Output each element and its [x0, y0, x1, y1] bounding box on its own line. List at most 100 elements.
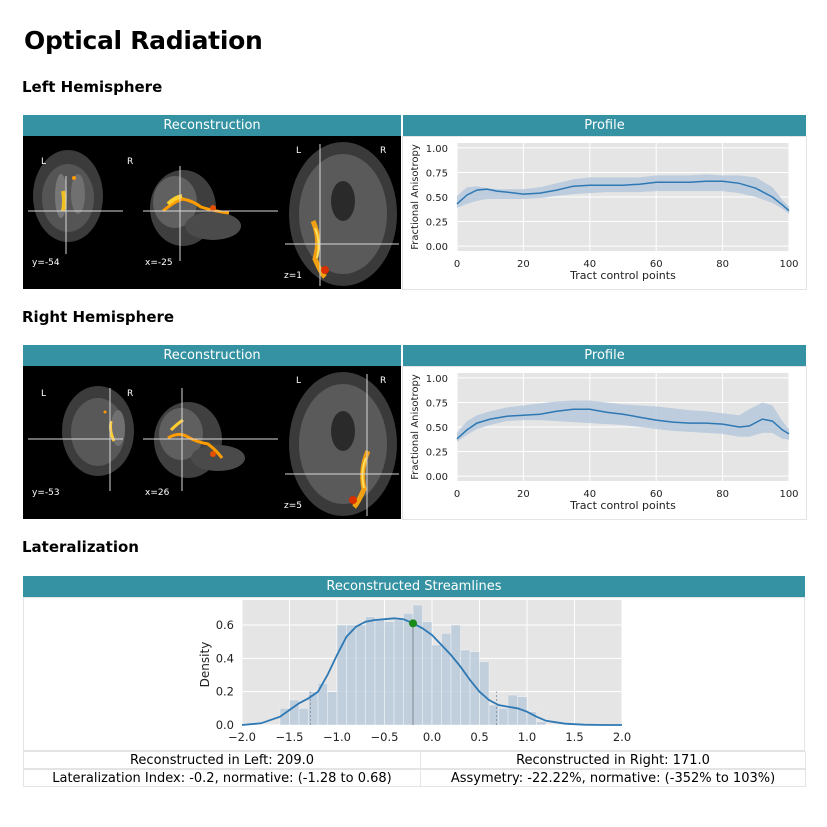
left-profile-mean-line	[456, 180, 790, 212]
density-y-tick-label: 0.6	[216, 618, 234, 632]
right-axial-l-label: L	[296, 376, 302, 386]
reconstructed-left-cell: Reconstructed in Left: 209.0	[23, 751, 421, 769]
right-profile-y-tick-label: 0.25	[426, 448, 448, 459]
density-x-tick-label: 1.0	[518, 730, 536, 744]
right-profile-panel: 0 20 40 60 80 100 0.00 0.25 0.50 0.75 1.00 Tract co…	[402, 366, 807, 520]
left-profile-y-tick-label: 0.75	[426, 168, 448, 179]
left-profile-x-tick-label: 80	[716, 259, 729, 270]
left-profile-panel: 0 20 40 60 80 100 0.00 0.25 0.50 0.75 1.00 Tract co…	[402, 136, 807, 290]
left-profile-y-axis-label: Fractional Anisotropy	[410, 144, 421, 250]
left-profile-y-tick-label: 0.00	[426, 242, 448, 253]
right-brain-image	[28, 372, 399, 516]
right-profile-x-tick-label: 80	[716, 489, 729, 500]
left-coronal-r-label: R	[127, 157, 134, 167]
density-hist-bar	[374, 619, 385, 726]
right-coronal-l-label: L	[41, 389, 47, 399]
left-profile-confidence-band	[457, 174, 789, 214]
right-profile-x-tick-label: 100	[779, 489, 798, 500]
left-profile-x-tick-label: 100	[779, 259, 798, 270]
density-y-tick-label: 0.4	[216, 651, 234, 665]
density-y-tick-label: 0.2	[216, 685, 234, 699]
right-profile-x-axis-label: Tract control points	[569, 499, 676, 512]
right-profile-y-axis-label: Fractional Anisotropy	[410, 374, 421, 480]
right-coronal-r-label: R	[127, 389, 134, 399]
left-profile-x-tick-label: 60	[650, 259, 663, 270]
left-brain-image	[28, 142, 399, 286]
page-title: Optical Radiation	[24, 26, 263, 55]
left-profile-y-tick-label: 1.00	[426, 144, 448, 155]
left-profile-x-tick-label: 0	[454, 259, 460, 270]
density-x-tick-label: −0.5	[371, 730, 399, 744]
left-profile-header: Profile	[403, 115, 806, 136]
density-kde-line	[241, 617, 622, 726]
left-reconstruction-header: Reconstruction	[23, 115, 401, 136]
left-coord-z: z=1	[284, 271, 302, 281]
density-hist-bar	[384, 621, 395, 726]
density-hist-bar	[479, 661, 490, 726]
right-profile-x-tick-label: 60	[650, 489, 663, 500]
density-x-tick-label: −1.0	[323, 730, 351, 744]
density-marker-point	[409, 619, 417, 628]
density-x-tick-label: 0.0	[423, 730, 441, 744]
density-hist-bar	[460, 649, 471, 726]
density-hist-bar	[422, 621, 433, 726]
left-axial-l-label: L	[296, 146, 302, 156]
density-hist-bar	[346, 624, 357, 726]
left-profile-x-tick-label: 20	[517, 259, 530, 270]
density-x-tick-label: 2.0	[613, 730, 631, 744]
streamlines-header: Reconstructed Streamlines	[23, 576, 805, 597]
left-coord-y: y=-54	[32, 258, 60, 268]
density-chart: −2.0 −1.5 −1.0 −0.5 0.0 0.5 1.0 1.5 2.0 0.0 0.2 0.4…	[198, 600, 631, 744]
left-coronal-l-label: L	[41, 157, 47, 167]
left-profile-x-tick-label: 40	[583, 259, 596, 270]
density-hist-bar	[526, 711, 537, 726]
right-profile-y-tick-label: 0.00	[426, 472, 448, 483]
density-hist-bar	[403, 613, 414, 726]
density-hist-bar	[327, 691, 338, 726]
left-hemisphere-heading: Left Hemisphere	[22, 78, 163, 96]
right-axial-r-label: R	[380, 376, 387, 386]
left-profile-y-tick-label: 0.25	[426, 218, 448, 229]
right-profile-y-tick-label: 0.50	[426, 423, 448, 434]
right-reconstruction-header: Reconstruction	[23, 345, 401, 366]
right-profile-y-tick-label: 0.75	[426, 398, 448, 409]
asymmetry-cell: Assymetry: -22.22%, normative: (-352% to…	[420, 769, 806, 787]
density-hist-bar	[507, 694, 518, 726]
right-coord-z: z=5	[284, 501, 302, 511]
left-profile-y-tick-label: 0.50	[426, 193, 448, 204]
density-x-tick-label: 0.5	[470, 730, 488, 744]
right-profile-x-tick-label: 20	[517, 489, 530, 500]
right-profile-chart: 0 20 40 60 80 100 0.00 0.25 0.50 0.75 1.00 Tract co…	[410, 373, 799, 512]
reconstructed-right-cell: Reconstructed in Right: 171.0	[420, 751, 806, 769]
right-profile-mean-line	[456, 408, 790, 440]
left-profile-chart: 0 20 40 60 80 100 0.00 0.25 0.50 0.75 1.00 Tract co…	[410, 143, 799, 282]
lateralization-heading: Lateralization	[22, 538, 139, 556]
density-hist-bar	[355, 624, 366, 726]
density-x-tick-label: −1.5	[276, 730, 304, 744]
right-profile-confidence-band	[457, 400, 789, 442]
lateralization-index-cell: Lateralization Index: -0.2, normative: (…	[23, 769, 421, 787]
density-hist-bar	[298, 708, 309, 726]
density-y-axis-label: Density	[198, 642, 212, 688]
streamlines-panel: −2.0 −1.5 −1.0 −0.5 0.0 0.5 1.0 1.5 2.0 0.0 0.2 0.4…	[23, 597, 805, 751]
right-hemisphere-heading: Right Hemisphere	[22, 308, 175, 326]
density-y-tick-label: 0.0	[216, 718, 234, 732]
right-profile-x-tick-label: 0	[454, 489, 460, 500]
right-profile-header: Profile	[403, 345, 806, 366]
density-x-tick-label: 1.5	[565, 730, 583, 744]
right-profile-x-tick-label: 40	[583, 489, 596, 500]
left-brain-slices: L R L R y=-54 x=-25 z=1	[23, 136, 401, 289]
right-coord-x: x=26	[145, 488, 170, 498]
density-hist-bar	[365, 616, 376, 726]
right-brain-slices: L R L R y=-53 x=26 z=5	[23, 366, 401, 519]
density-hist-bar	[393, 619, 404, 726]
left-axial-r-label: R	[380, 146, 387, 156]
density-hist-bar	[450, 624, 461, 726]
left-profile-x-axis-label: Tract control points	[569, 269, 676, 282]
right-coord-y: y=-53	[32, 488, 60, 498]
density-hist-bar	[498, 708, 509, 726]
density-x-tick-label: −2.0	[228, 730, 256, 744]
density-hist-bar	[431, 644, 442, 726]
left-coord-x: x=-25	[145, 258, 173, 268]
right-profile-y-tick-label: 1.00	[426, 374, 448, 385]
